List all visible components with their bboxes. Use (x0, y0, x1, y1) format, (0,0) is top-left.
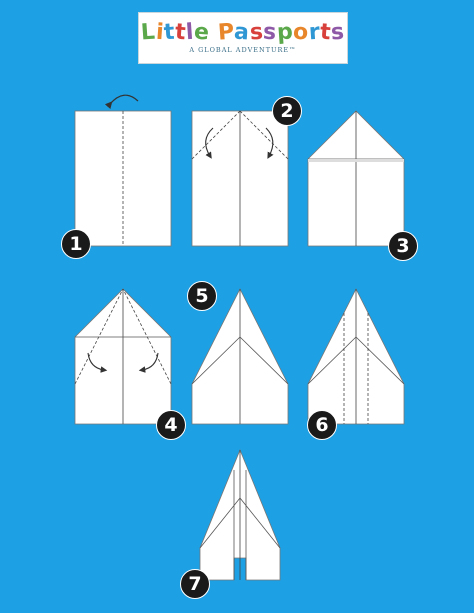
logo-tagline: A GLOBAL ADVENTURE™ (189, 46, 297, 54)
step-number-badge: 1 (61, 229, 91, 259)
step-7-paper (199, 448, 281, 581)
little-passports-logo: Little Passports A GLOBAL ADVENTURE™ (138, 12, 348, 64)
fold-arrow-icon (138, 352, 159, 373)
step-6-paper (307, 288, 405, 425)
fold-arrow-icon (205, 127, 214, 159)
step-4-paper (74, 288, 172, 425)
fold-arrow-icon (104, 94, 139, 110)
step-2-paper (191, 110, 289, 247)
step-5-paper (191, 288, 289, 425)
step-1-paper (74, 94, 172, 247)
fold-arrow-icon (87, 352, 108, 373)
step-number-badge: 7 (180, 569, 210, 599)
step-number-badge: 5 (187, 281, 217, 311)
fold-arrow-icon (265, 127, 274, 159)
step-number-badge: 3 (388, 231, 418, 261)
step-number-badge: 2 (272, 96, 302, 126)
step-number-badge: 4 (156, 410, 186, 440)
step-number-badge: 6 (307, 410, 337, 440)
step-3-paper (307, 110, 405, 247)
